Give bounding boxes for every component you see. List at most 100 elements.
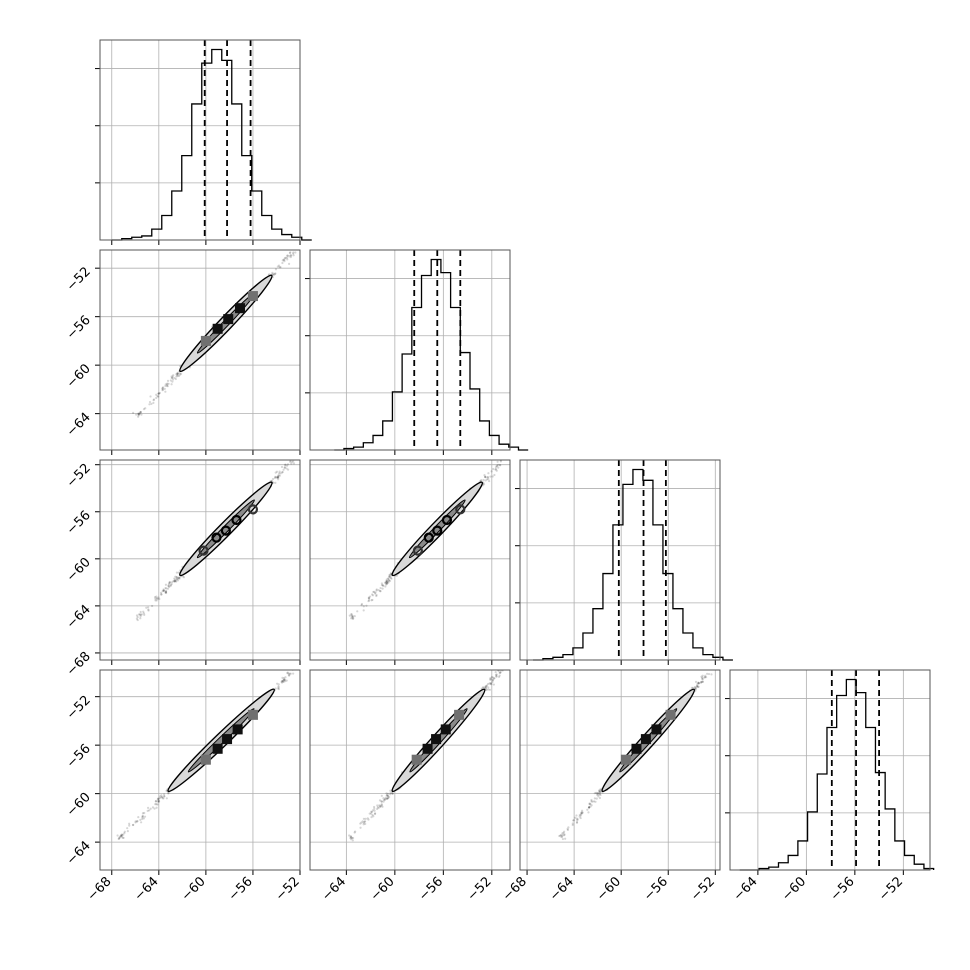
sample-dot [282,679,285,682]
sample-dot [487,478,490,481]
sample-dot [142,612,146,615]
sample-dot [580,811,583,814]
sample-dot [121,836,124,839]
sample-dot [563,833,566,836]
sample-dot [481,686,485,689]
sample-dot [484,685,487,689]
pair-content [116,658,305,840]
sample-dot [387,577,390,580]
sample-dot [287,262,291,265]
sample-dot [274,471,277,474]
sample-dot [143,811,146,815]
sample-dot [599,790,602,793]
sample-dot [384,580,388,584]
sample-dot [169,584,172,588]
sample-dot [297,246,299,248]
x-tick-label: −64 [547,874,577,904]
sample-dot [511,450,513,452]
sample-dot [303,658,305,660]
sample-dot [140,821,143,824]
sample-dot [367,596,370,599]
sample-dot [294,666,296,668]
sample-dot [497,675,501,678]
sample-dot [167,583,171,586]
sample-dot [588,806,591,809]
histogram-step [334,258,529,451]
sample-dot [506,455,508,457]
sample-dot [385,582,388,586]
sample-dot [272,273,275,276]
sample-dot [364,817,367,821]
pair-content [558,651,728,841]
sample-dot [138,613,142,616]
sample-dot [182,576,186,579]
sample-dot [297,246,299,248]
sample-dot [175,575,178,579]
sample-dot [164,591,167,594]
sample-dot [276,476,279,479]
sample-dot [352,617,355,620]
sample-dot [157,596,160,599]
sample-dot [559,834,562,837]
sample-dot [290,254,293,257]
sample-dot [597,793,600,796]
sample-dot [142,610,145,613]
sample-dot [155,599,158,602]
highlight-point [431,734,442,745]
sample-dot [498,674,501,677]
panel-r1-c1 [305,249,529,455]
sample-dot [701,676,704,679]
sample-dot [351,616,354,619]
sample-dot [596,793,599,796]
panel-frame [99,459,301,661]
sample-dot [694,685,697,689]
sample-dot [488,479,491,483]
sample-dot [373,590,376,593]
sample-dot [277,474,280,478]
sample-dot [487,472,490,475]
sample-dot [278,474,281,477]
sample-dot [375,593,378,597]
sample-dot [280,680,283,683]
sample-dot [176,371,179,374]
sample-dot [385,794,389,797]
sample-dot [286,672,289,675]
sample-dot [277,683,280,686]
sample-dot [283,257,287,260]
pair-content [348,652,519,842]
sample-dot [494,466,498,469]
sample-dot [352,836,355,840]
sample-dot [494,673,498,676]
sample-dot [139,613,142,616]
sample-dot [575,814,578,817]
sample-dot [135,614,139,617]
sample-dot [277,474,280,477]
sample-dot [376,807,379,811]
highlight-point [631,743,642,754]
sample-dot [276,682,279,685]
sample-dot [290,462,293,465]
sample-dot [581,811,584,814]
sample-dot [701,677,704,681]
sample-dot [701,680,704,683]
sample-dot [517,652,519,654]
sample-dot [587,806,591,809]
sample-dot [167,791,170,794]
sample-dot [693,686,696,689]
sample-dot [593,797,596,800]
sample-dot [506,455,508,457]
sample-dot [593,792,596,795]
sample-dot [163,589,166,592]
sample-dot [302,447,304,449]
sample-dot [158,597,161,601]
sample-dot [508,660,510,662]
sample-dot [273,272,277,275]
sample-dot [166,382,169,385]
y-tick-label: −64 [64,838,94,868]
sample-dot [173,580,176,583]
sample-dot [726,651,728,653]
sample-dot [589,805,592,808]
sample-dot [123,830,126,833]
sample-dot [128,822,131,825]
x-tick-label: −60 [594,874,624,904]
